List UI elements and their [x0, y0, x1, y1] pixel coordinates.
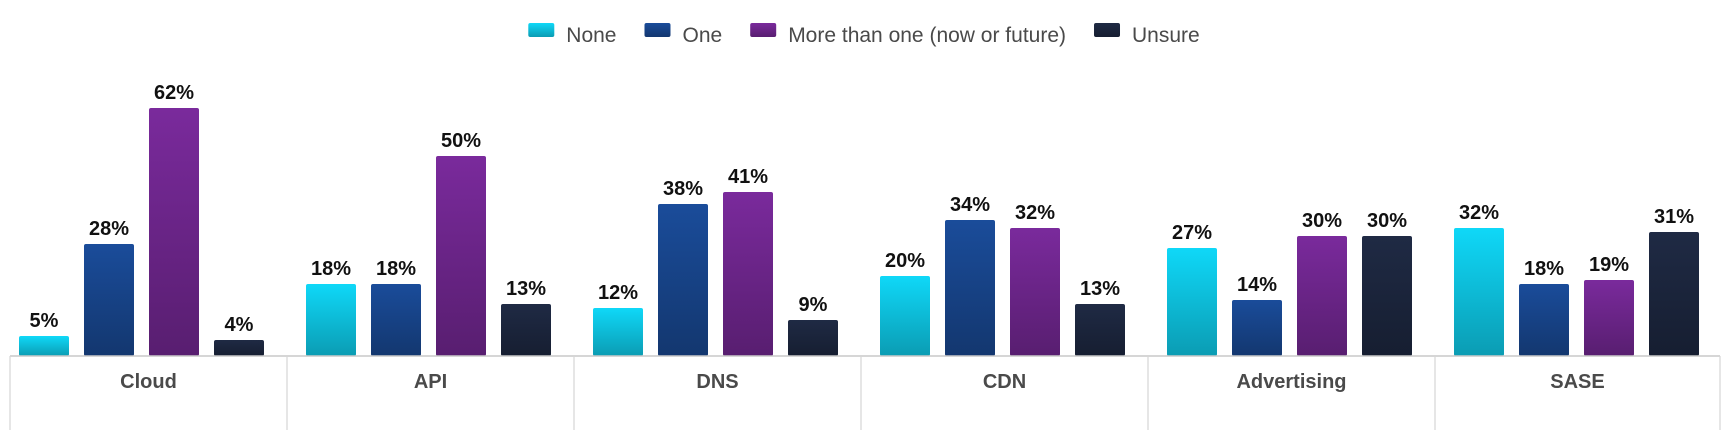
bar-sase-0 — [1454, 228, 1504, 356]
bar-api-2 — [436, 156, 486, 356]
value-label-api-2: 50% — [441, 130, 481, 152]
value-label-api-1: 18% — [376, 258, 416, 280]
bar-advertising-0 — [1167, 248, 1217, 356]
legend-label-1: One — [682, 24, 722, 47]
value-label-sase-2: 19% — [1589, 254, 1629, 276]
value-label-cloud-1: 28% — [89, 218, 129, 240]
value-label-sase-3: 31% — [1654, 206, 1694, 228]
legend-swatch-1 — [644, 23, 671, 37]
value-label-dns-3: 9% — [799, 294, 828, 316]
bar-dns-3 — [788, 320, 838, 356]
value-label-advertising-1: 14% — [1237, 274, 1277, 296]
category-label-api: API — [414, 371, 447, 393]
value-label-advertising-3: 30% — [1367, 210, 1407, 232]
x-axis: Cloud API DNS CDN Advertising SASE — [9, 355, 1721, 430]
bar-sase-1 — [1519, 284, 1569, 356]
bar-cdn-2 — [1010, 228, 1060, 356]
legend-label-2: More than one (now or future) — [788, 24, 1066, 47]
legend-swatch-2 — [750, 23, 777, 37]
bar-cloud-1 — [84, 244, 134, 356]
bars — [19, 108, 1699, 356]
category-label-cloud: Cloud — [120, 371, 177, 393]
bar-dns-0 — [593, 308, 643, 356]
category-label-cdn: CDN — [983, 371, 1026, 393]
value-label-sase-0: 32% — [1459, 202, 1499, 224]
legend-swatch-3 — [1094, 23, 1121, 37]
value-label-cloud-2: 62% — [154, 82, 194, 104]
legend-swatch-0 — [528, 23, 555, 37]
value-label-sase-1: 18% — [1524, 258, 1564, 280]
bar-dns-2 — [723, 192, 773, 356]
value-label-cdn-3: 13% — [1080, 278, 1120, 300]
value-label-cloud-3: 4% — [225, 314, 254, 336]
bar-cdn-1 — [945, 220, 995, 356]
bar-api-0 — [306, 284, 356, 356]
bar-cloud-3 — [214, 340, 264, 356]
bar-advertising-1 — [1232, 300, 1282, 356]
value-label-cloud-0: 5% — [30, 310, 59, 332]
value-label-cdn-2: 32% — [1015, 202, 1055, 224]
legend-label-3: Unsure — [1132, 24, 1200, 47]
value-label-dns-2: 41% — [728, 166, 768, 188]
value-label-api-3: 13% — [506, 278, 546, 300]
bar-cloud-2 — [149, 108, 199, 356]
bar-advertising-2 — [1297, 236, 1347, 356]
value-label-cdn-0: 20% — [885, 250, 925, 272]
bar-api-1 — [371, 284, 421, 356]
bar-dns-1 — [658, 204, 708, 356]
bar-advertising-3 — [1362, 236, 1412, 356]
value-label-dns-0: 12% — [598, 282, 638, 304]
value-label-api-0: 18% — [311, 258, 351, 280]
value-label-dns-1: 38% — [663, 178, 703, 200]
category-label-advertising: Advertising — [1236, 371, 1346, 393]
bar-cdn-3 — [1075, 304, 1125, 356]
legend-label-0: None — [566, 24, 616, 47]
bar-api-3 — [501, 304, 551, 356]
bar-sase-3 — [1649, 232, 1699, 356]
value-labels: 5% 28% 62% 4% 18% 18% 50% 13% 12% 38% 41% 9% 20% 34% 3… — [30, 82, 1695, 336]
value-label-advertising-2: 30% — [1302, 210, 1342, 232]
value-label-advertising-0: 27% — [1172, 222, 1212, 244]
category-label-dns: DNS — [696, 371, 738, 393]
value-label-cdn-1: 34% — [950, 194, 990, 216]
bar-cloud-0 — [19, 336, 69, 356]
bar-cdn-0 — [880, 276, 930, 356]
legend: None One More than one (now or future) Unsu… — [528, 23, 1200, 47]
bar-sase-2 — [1584, 280, 1634, 356]
category-label-sase: SASE — [1550, 371, 1604, 393]
